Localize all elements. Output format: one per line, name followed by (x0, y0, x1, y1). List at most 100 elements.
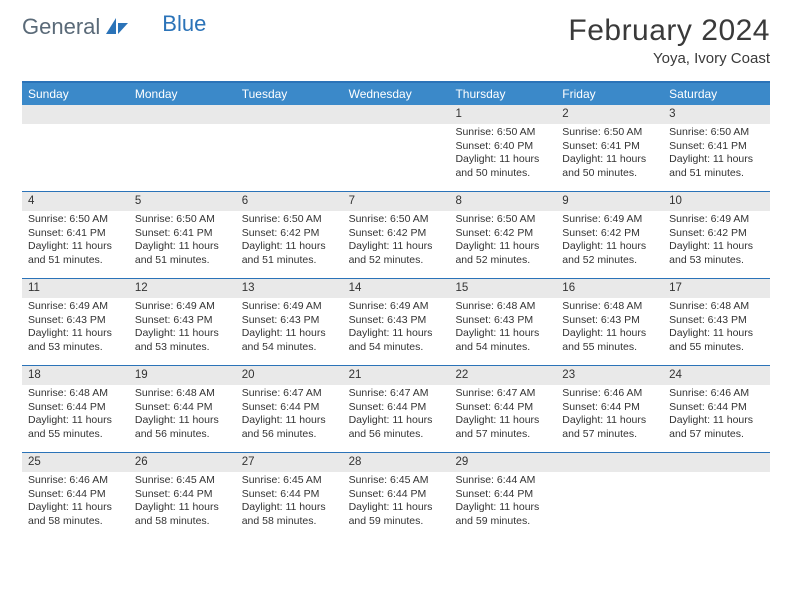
sunset-text: Sunset: 6:44 PM (349, 401, 444, 415)
day-cell (22, 105, 129, 191)
daylight-text: Daylight: 11 hours and 59 minutes. (455, 501, 550, 528)
sunrise-text: Sunrise: 6:47 AM (242, 387, 337, 401)
daylight-text: Daylight: 11 hours and 58 minutes. (135, 501, 230, 528)
location-label: Yoya, Ivory Coast (568, 50, 770, 67)
day-number (663, 453, 770, 472)
day-number (129, 105, 236, 124)
sunset-text: Sunset: 6:44 PM (135, 488, 230, 502)
day-body: Sunrise: 6:48 AMSunset: 6:44 PMDaylight:… (22, 385, 129, 446)
sunrise-text: Sunrise: 6:46 AM (669, 387, 764, 401)
sunrise-text: Sunrise: 6:48 AM (455, 300, 550, 314)
day-body (343, 124, 450, 191)
sunset-text: Sunset: 6:41 PM (28, 227, 123, 241)
day-body: Sunrise: 6:50 AMSunset: 6:41 PMDaylight:… (129, 211, 236, 272)
day-cell: 19Sunrise: 6:48 AMSunset: 6:44 PMDayligh… (129, 366, 236, 452)
day-number (556, 453, 663, 472)
day-number: 4 (22, 192, 129, 211)
day-number: 17 (663, 279, 770, 298)
day-body (129, 124, 236, 191)
week-row: 1Sunrise: 6:50 AMSunset: 6:40 PMDaylight… (22, 105, 770, 191)
daylight-text: Daylight: 11 hours and 53 minutes. (28, 327, 123, 354)
day-cell: 17Sunrise: 6:48 AMSunset: 6:43 PMDayligh… (663, 279, 770, 365)
sunset-text: Sunset: 6:42 PM (455, 227, 550, 241)
daylight-text: Daylight: 11 hours and 58 minutes. (28, 501, 123, 528)
day-number: 9 (556, 192, 663, 211)
day-cell: 5Sunrise: 6:50 AMSunset: 6:41 PMDaylight… (129, 192, 236, 278)
sunset-text: Sunset: 6:42 PM (669, 227, 764, 241)
day-number: 28 (343, 453, 450, 472)
sunrise-text: Sunrise: 6:49 AM (28, 300, 123, 314)
day-body: Sunrise: 6:50 AMSunset: 6:42 PMDaylight:… (343, 211, 450, 272)
day-body: Sunrise: 6:47 AMSunset: 6:44 PMDaylight:… (449, 385, 556, 446)
logo-text-general: General (22, 14, 100, 40)
day-number: 3 (663, 105, 770, 124)
day-cell: 8Sunrise: 6:50 AMSunset: 6:42 PMDaylight… (449, 192, 556, 278)
daylight-text: Daylight: 11 hours and 50 minutes. (455, 153, 550, 180)
sunset-text: Sunset: 6:43 PM (28, 314, 123, 328)
logo: General Blue (22, 14, 206, 40)
day-body: Sunrise: 6:46 AMSunset: 6:44 PMDaylight:… (22, 472, 129, 533)
daylight-text: Daylight: 11 hours and 52 minutes. (562, 240, 657, 267)
day-cell: 11Sunrise: 6:49 AMSunset: 6:43 PMDayligh… (22, 279, 129, 365)
day-number (343, 105, 450, 124)
sunrise-text: Sunrise: 6:45 AM (135, 474, 230, 488)
daylight-text: Daylight: 11 hours and 56 minutes. (242, 414, 337, 441)
sunrise-text: Sunrise: 6:48 AM (28, 387, 123, 401)
sunset-text: Sunset: 6:41 PM (135, 227, 230, 241)
day-cell: 13Sunrise: 6:49 AMSunset: 6:43 PMDayligh… (236, 279, 343, 365)
sunset-text: Sunset: 6:43 PM (455, 314, 550, 328)
day-body: Sunrise: 6:45 AMSunset: 6:44 PMDaylight:… (129, 472, 236, 533)
day-cell: 16Sunrise: 6:48 AMSunset: 6:43 PMDayligh… (556, 279, 663, 365)
sunset-text: Sunset: 6:43 PM (562, 314, 657, 328)
sunset-text: Sunset: 6:44 PM (562, 401, 657, 415)
week-row: 11Sunrise: 6:49 AMSunset: 6:43 PMDayligh… (22, 278, 770, 365)
title-block: February 2024 Yoya, Ivory Coast (568, 14, 770, 67)
day-number: 10 (663, 192, 770, 211)
day-cell: 3Sunrise: 6:50 AMSunset: 6:41 PMDaylight… (663, 105, 770, 191)
day-cell: 20Sunrise: 6:47 AMSunset: 6:44 PMDayligh… (236, 366, 343, 452)
daylight-text: Daylight: 11 hours and 51 minutes. (28, 240, 123, 267)
daylight-text: Daylight: 11 hours and 53 minutes. (135, 327, 230, 354)
day-cell: 9 Sunrise: 6:49 AMSunset: 6:42 PMDaylight… (556, 192, 663, 278)
sunset-text: Sunset: 6:44 PM (28, 488, 123, 502)
sunset-text: Sunset: 6:44 PM (669, 401, 764, 415)
sunrise-text: Sunrise: 6:49 AM (669, 213, 764, 227)
sunrise-text: Sunrise: 6:45 AM (242, 474, 337, 488)
day-body: Sunrise: 6:47 AMSunset: 6:44 PMDaylight:… (236, 385, 343, 446)
day-body: Sunrise: 6:49 AMSunset: 6:43 PMDaylight:… (129, 298, 236, 359)
sunset-text: Sunset: 6:42 PM (349, 227, 444, 241)
sunrise-text: Sunrise: 6:49 AM (562, 213, 657, 227)
day-body: Sunrise: 6:48 AMSunset: 6:43 PMDaylight:… (556, 298, 663, 359)
daylight-text: Daylight: 11 hours and 57 minutes. (455, 414, 550, 441)
sunset-text: Sunset: 6:42 PM (562, 227, 657, 241)
day-header: Monday (129, 83, 236, 105)
day-body: Sunrise: 6:50 AMSunset: 6:40 PMDaylight:… (449, 124, 556, 185)
day-body (556, 472, 663, 539)
day-number: 22 (449, 366, 556, 385)
daylight-text: Daylight: 11 hours and 54 minutes. (349, 327, 444, 354)
week-row: 4Sunrise: 6:50 AMSunset: 6:41 PMDaylight… (22, 191, 770, 278)
sunset-text: Sunset: 6:41 PM (669, 140, 764, 154)
sunset-text: Sunset: 6:41 PM (562, 140, 657, 154)
day-cell (236, 105, 343, 191)
day-body: Sunrise: 6:45 AMSunset: 6:44 PMDaylight:… (236, 472, 343, 533)
day-cell: 27Sunrise: 6:45 AMSunset: 6:44 PMDayligh… (236, 453, 343, 539)
day-cell: 21Sunrise: 6:47 AMSunset: 6:44 PMDayligh… (343, 366, 450, 452)
sunset-text: Sunset: 6:43 PM (135, 314, 230, 328)
day-number: 18 (22, 366, 129, 385)
day-number: 27 (236, 453, 343, 472)
day-body: Sunrise: 6:49 AMSunset: 6:43 PMDaylight:… (22, 298, 129, 359)
day-number: 21 (343, 366, 450, 385)
day-body: Sunrise: 6:49 AMSunset: 6:43 PMDaylight:… (236, 298, 343, 359)
day-cell: 6Sunrise: 6:50 AMSunset: 6:42 PMDaylight… (236, 192, 343, 278)
day-header-row: SundayMondayTuesdayWednesdayThursdayFrid… (22, 83, 770, 105)
sunset-text: Sunset: 6:43 PM (669, 314, 764, 328)
day-cell: 7Sunrise: 6:50 AMSunset: 6:42 PMDaylight… (343, 192, 450, 278)
sunset-text: Sunset: 6:44 PM (28, 401, 123, 415)
day-body: Sunrise: 6:50 AMSunset: 6:42 PMDaylight:… (449, 211, 556, 272)
day-number: 29 (449, 453, 556, 472)
daylight-text: Daylight: 11 hours and 52 minutes. (349, 240, 444, 267)
daylight-text: Daylight: 11 hours and 51 minutes. (135, 240, 230, 267)
sunrise-text: Sunrise: 6:47 AM (455, 387, 550, 401)
sunset-text: Sunset: 6:43 PM (242, 314, 337, 328)
